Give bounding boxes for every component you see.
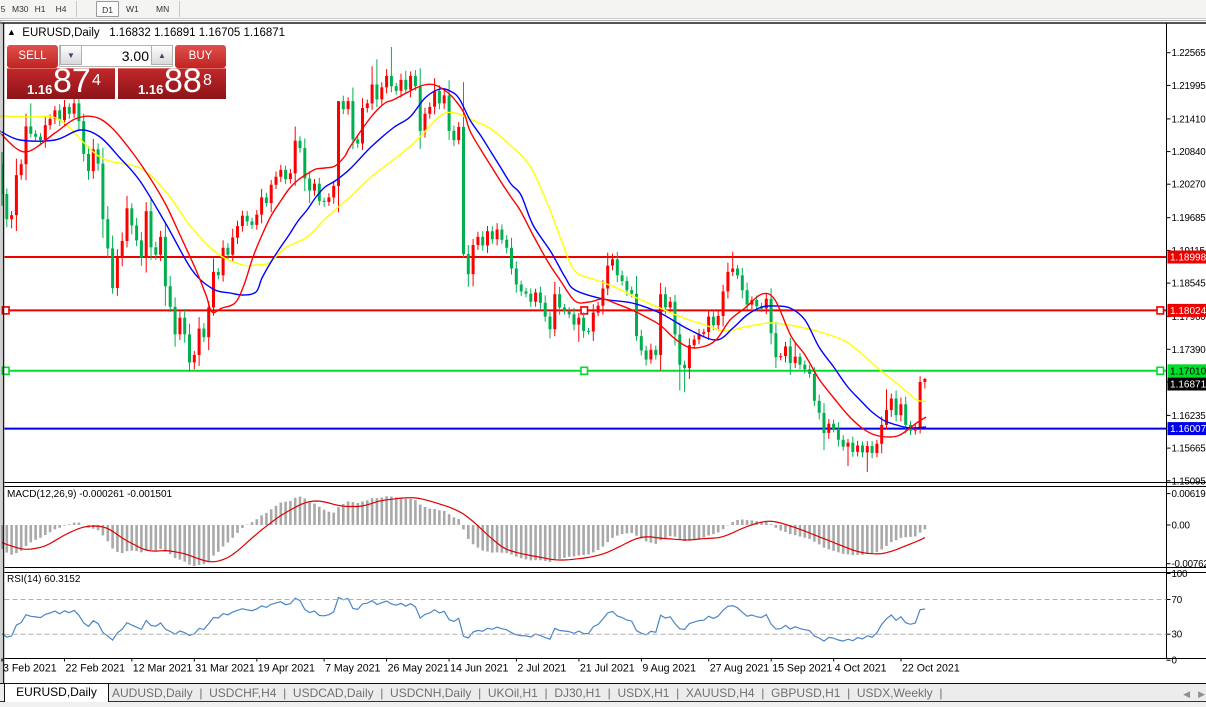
svg-text:MACD(12,26,9) -0.000261 -0.001: MACD(12,26,9) -0.000261 -0.001501 — [7, 489, 173, 500]
svg-text:30: 30 — [1172, 630, 1183, 641]
svg-text:26 May 2021: 26 May 2021 — [388, 663, 449, 675]
svg-text:1.21410: 1.21410 — [1172, 114, 1206, 125]
svg-text:0: 0 — [1172, 656, 1178, 667]
svg-text:31 Mar 2021: 31 Mar 2021 — [195, 663, 255, 675]
svg-text:1.19685: 1.19685 — [1172, 213, 1206, 224]
svg-text:15 Sep 2021: 15 Sep 2021 — [772, 663, 832, 675]
svg-text:12 Mar 2021: 12 Mar 2021 — [133, 663, 193, 675]
svg-text:4 Oct 2021: 4 Oct 2021 — [835, 663, 887, 675]
svg-text:0.006193: 0.006193 — [1172, 489, 1206, 500]
svg-text:1.17390: 1.17390 — [1172, 345, 1206, 356]
svg-text:100: 100 — [1172, 569, 1188, 580]
svg-text:1.15095: 1.15095 — [1172, 476, 1206, 487]
svg-text:1.20840: 1.20840 — [1172, 147, 1206, 158]
svg-text:0.00: 0.00 — [1172, 521, 1191, 532]
svg-text:RSI(14) 60.3152: RSI(14) 60.3152 — [7, 574, 81, 585]
svg-text:2 Jul 2021: 2 Jul 2021 — [517, 663, 566, 675]
svg-text:1.17010: 1.17010 — [1170, 366, 1206, 377]
svg-text:1.18024: 1.18024 — [1170, 306, 1206, 317]
svg-text:1.18545: 1.18545 — [1172, 279, 1206, 290]
svg-text:1.16235: 1.16235 — [1172, 411, 1206, 422]
svg-text:1.15665: 1.15665 — [1172, 444, 1206, 455]
svg-text:70: 70 — [1172, 595, 1183, 606]
svg-text:-0.007625: -0.007625 — [1172, 559, 1206, 570]
svg-text:22 Feb 2021: 22 Feb 2021 — [66, 663, 126, 675]
svg-text:1.20270: 1.20270 — [1172, 180, 1206, 191]
svg-text:9 Aug 2021: 9 Aug 2021 — [642, 663, 696, 675]
svg-text:1.22565: 1.22565 — [1172, 48, 1206, 59]
svg-text:1.17960: 1.17960 — [1172, 312, 1206, 323]
svg-text:3 Feb 2021: 3 Feb 2021 — [3, 663, 57, 675]
svg-text:14 Jun 2021: 14 Jun 2021 — [450, 663, 508, 675]
svg-text:21 Jul 2021: 21 Jul 2021 — [580, 663, 635, 675]
svg-text:1.16871: 1.16871 — [1170, 380, 1206, 391]
svg-text:1.18998: 1.18998 — [1170, 253, 1206, 264]
svg-text:1.16007: 1.16007 — [1170, 424, 1206, 435]
svg-text:22 Oct 2021: 22 Oct 2021 — [902, 663, 960, 675]
svg-text:19 Apr 2021: 19 Apr 2021 — [258, 663, 315, 675]
svg-text:1.21995: 1.21995 — [1172, 81, 1206, 92]
svg-text:7 May 2021: 7 May 2021 — [325, 663, 380, 675]
svg-text:27 Aug 2021: 27 Aug 2021 — [710, 663, 770, 675]
